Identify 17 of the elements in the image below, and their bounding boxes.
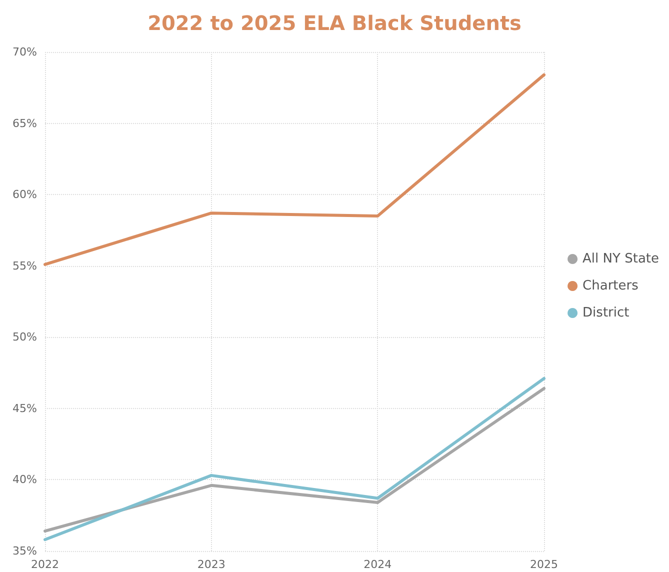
x-tick-label: 2022 (31, 558, 59, 571)
y-tick-label: 45% (12, 402, 37, 415)
y-tick-label: 60% (12, 188, 37, 202)
x-tick-label: 2024 (364, 558, 392, 571)
y-tick-label: 50% (12, 330, 37, 344)
legend-label: All NY State (582, 252, 660, 266)
y-tick-label: 65% (12, 116, 37, 130)
x-tick-label: 2025 (530, 558, 558, 571)
y-tick-label: 35% (12, 544, 37, 558)
y-tick-label: 55% (12, 259, 37, 272)
y-tick-label: 70% (12, 46, 37, 58)
chart-title: 2022 to 2025 ELA Black Students (148, 11, 522, 35)
legend-label: Charters (582, 278, 639, 294)
x-tick-label: 2023 (197, 558, 226, 571)
line-series (44, 73, 546, 266)
legend-label: District (582, 306, 630, 320)
y-tick-label: 40% (12, 473, 37, 486)
